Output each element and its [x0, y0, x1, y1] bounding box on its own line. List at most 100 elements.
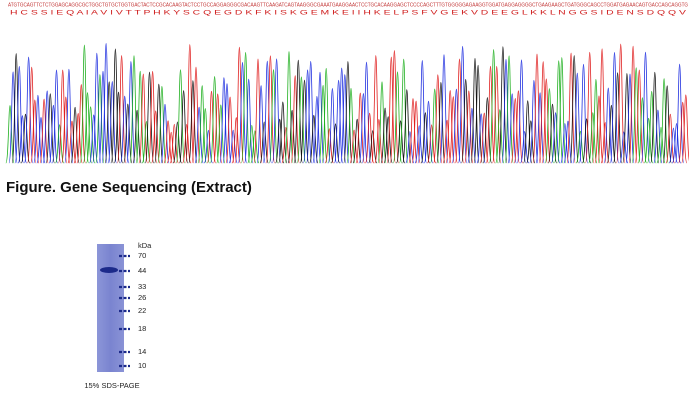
trace-peak — [14, 66, 24, 164]
trace-peak — [33, 94, 43, 164]
trace-peak — [532, 53, 542, 164]
trace-peak — [631, 67, 641, 164]
trace-peak — [148, 70, 158, 164]
trace-peak — [681, 94, 689, 164]
trace-peak — [448, 96, 458, 164]
trace-peak — [234, 46, 244, 164]
trace-peak — [613, 72, 623, 164]
trace-peak — [55, 124, 65, 164]
trace-peak — [166, 131, 176, 164]
trace-peak — [113, 91, 124, 164]
trace-peak — [45, 93, 55, 164]
trace-peak — [144, 71, 155, 164]
trace-peak — [563, 120, 573, 164]
trace-peak — [39, 98, 49, 164]
trace-peak — [578, 63, 589, 164]
trace-peak — [436, 81, 446, 164]
trace-peak — [293, 59, 303, 164]
caption: Figure. Gene Sequencing (Extract) — [6, 179, 252, 196]
trace-peak — [324, 128, 334, 164]
trace-peak — [157, 85, 167, 164]
trace-peak — [544, 88, 554, 164]
trace-peak — [516, 59, 527, 164]
trace-peak — [678, 101, 688, 164]
trace-peak — [616, 43, 626, 164]
trace-peak — [299, 79, 310, 164]
trace-peak — [668, 127, 678, 164]
trace-peak — [485, 65, 496, 164]
trace-peak — [489, 49, 499, 164]
trace-peak — [501, 59, 511, 164]
trace-peak — [61, 96, 71, 164]
trace-peak — [650, 71, 660, 164]
trace-peak — [210, 76, 220, 164]
trace-peak — [309, 114, 319, 164]
trace-peak — [51, 69, 62, 164]
trace-peak — [343, 61, 353, 164]
trace-peak — [172, 121, 182, 164]
trace-peak — [318, 85, 328, 164]
trace-peak — [473, 64, 483, 164]
trace-peak — [135, 70, 145, 164]
marker-label: 22 — [138, 306, 146, 315]
trace-peak — [625, 73, 635, 164]
trace-peak — [24, 56, 34, 164]
trace-peak — [389, 50, 399, 164]
trace-peak — [268, 69, 279, 164]
trace-peak — [151, 110, 161, 164]
trace-peak — [132, 109, 142, 164]
trace-peak — [58, 69, 68, 164]
trace-peak — [179, 90, 189, 164]
trace-peak — [200, 108, 210, 164]
trace-peak — [70, 106, 80, 164]
trace-peak — [250, 130, 260, 164]
trace-peak — [588, 112, 598, 164]
trace-peak — [82, 92, 93, 164]
trace-peak — [656, 126, 666, 164]
trace-peak — [129, 55, 139, 164]
trace-peak — [445, 90, 455, 164]
trace-peak — [420, 112, 430, 164]
trace-peak — [340, 74, 350, 164]
trace-peak — [86, 106, 96, 164]
trace-peak — [98, 70, 108, 164]
trace-peak — [464, 90, 474, 164]
trace-peak — [454, 58, 465, 164]
gel-label: 15% SDS-PAGE — [84, 381, 139, 390]
trace-peak — [551, 112, 561, 164]
trace-peak — [67, 120, 77, 164]
trace-peak — [244, 78, 254, 164]
trace-peak — [358, 93, 368, 164]
trace-peak — [371, 55, 381, 164]
trace-peak — [123, 103, 133, 164]
trace-peak — [206, 90, 217, 164]
trace-peak — [92, 52, 102, 164]
trace-peak — [42, 90, 52, 164]
trace-peak — [653, 109, 663, 164]
trace-peak — [476, 113, 486, 164]
trace-peak — [609, 51, 620, 164]
trace-peak — [380, 107, 390, 164]
trace-peak — [430, 88, 440, 164]
marker-label: 33 — [138, 282, 146, 291]
trace-peak — [414, 125, 424, 164]
trace-peak — [219, 77, 229, 164]
trace-peak — [163, 120, 173, 164]
trace-peak — [95, 74, 105, 164]
trace-peak — [253, 58, 263, 164]
trace-peak — [619, 131, 629, 164]
trace-peak — [396, 120, 406, 164]
trace-peak — [117, 55, 127, 164]
trace-peak — [386, 56, 396, 164]
trace-peak — [392, 71, 403, 164]
trace-peak — [647, 90, 657, 164]
trace-peak — [126, 61, 136, 164]
trace-peak — [405, 131, 415, 164]
trace-peak — [467, 107, 477, 164]
trace-peak — [272, 58, 282, 164]
trace-peak — [470, 57, 480, 164]
trace-peak — [575, 130, 585, 164]
trace-peak — [504, 55, 514, 164]
protein-sequence: H C S S I E Q A I A V I V T T P H K Y S … — [10, 10, 687, 17]
trace-peak — [461, 79, 471, 164]
